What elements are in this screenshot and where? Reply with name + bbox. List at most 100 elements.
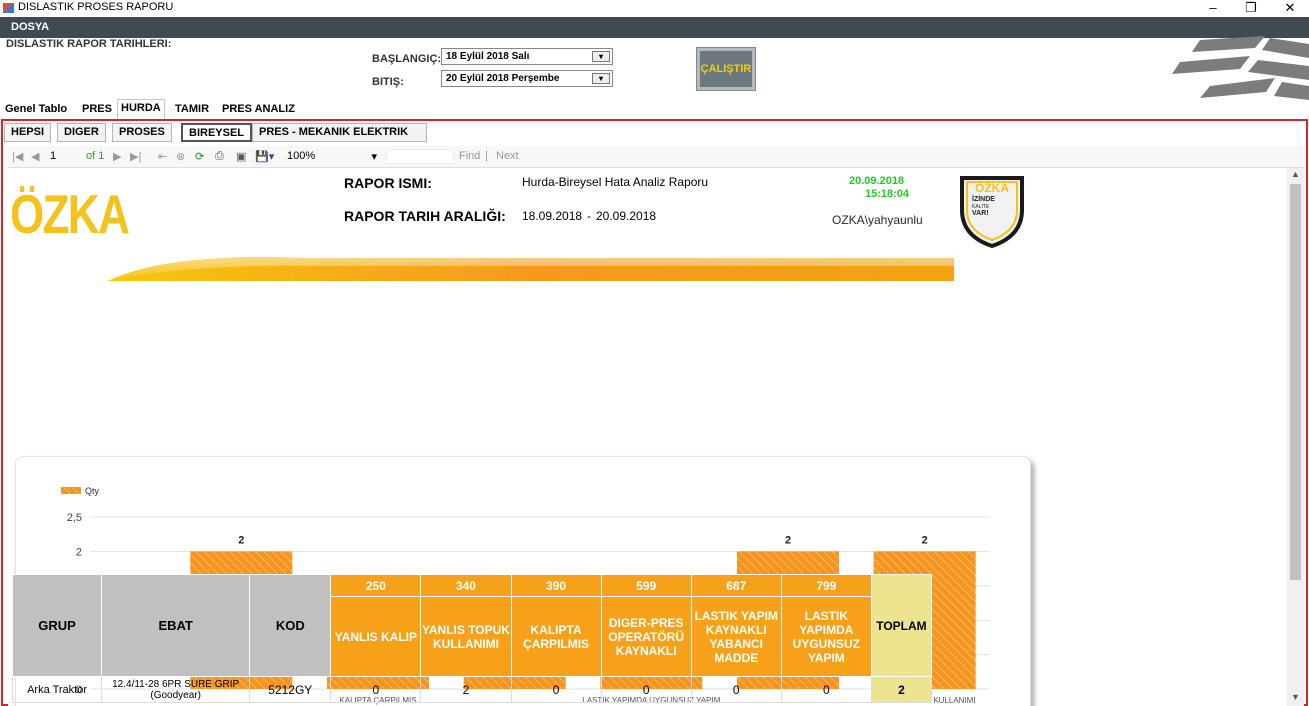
cell-kod: 5212GY xyxy=(249,676,332,703)
back-icon[interactable]: ⇤ xyxy=(158,151,168,163)
export-icon[interactable]: 💾▾ xyxy=(255,151,275,163)
tab-bireysel[interactable]: BIREYSEL xyxy=(181,123,253,142)
data-label: 2 xyxy=(922,534,928,546)
cell-value: 0 xyxy=(690,676,782,703)
zoom-select[interactable]: 100% ▾ xyxy=(287,150,379,163)
find-link[interactable]: Find xyxy=(459,150,481,162)
calendar-dropdown-icon[interactable]: ▾ xyxy=(592,73,610,84)
report-content: ÖZKA RAPOR ISMI: Hurda-Bireysel Hata Ana… xyxy=(8,168,1287,706)
refresh-icon[interactable]: ⟳ xyxy=(195,151,205,163)
ozka-quality-badge: ÖZKA İZİNDE KALİTE VAR! xyxy=(958,172,1026,248)
page-count: of 1 xyxy=(86,150,105,162)
tire-tread-graphic xyxy=(1172,36,1309,100)
header-code: 687 xyxy=(690,574,782,597)
app-icon xyxy=(3,3,14,13)
run-button-label: ÇALIŞTIR xyxy=(700,51,752,87)
header-code: 390 xyxy=(510,574,602,597)
y-tick-label: 2 xyxy=(76,546,82,558)
tab-pres-analiz[interactable]: PRES ANALIZ xyxy=(222,103,295,115)
start-date-picker[interactable]: 18 Eylül 2018 Salı ▾ xyxy=(441,48,613,65)
cell-value: 0 xyxy=(330,676,422,703)
toolbar-separator: | xyxy=(485,150,488,162)
end-date-label: BITIŞ: xyxy=(372,76,404,88)
legend-swatch xyxy=(61,487,81,494)
header-defect: KALIPTA ÇARPILMIS xyxy=(510,596,602,677)
y-tick-label: 2,5 xyxy=(67,512,82,524)
tab-diger[interactable]: DIGER xyxy=(57,123,106,142)
first-page-icon[interactable]: |◀ xyxy=(12,151,24,163)
badge-text-kalite: KALİTE xyxy=(972,204,990,210)
data-label: 2 xyxy=(785,534,791,546)
header-grup: GRUP xyxy=(11,574,103,677)
report-range-to: 20.09.2018 xyxy=(596,209,657,223)
cell-value: 0 xyxy=(600,676,692,703)
next-link[interactable]: Next xyxy=(496,150,519,162)
last-page-icon[interactable]: ▶| xyxy=(130,151,142,163)
header-defect: DIGER-PRES OPERATÖRÜ KAYNAKLI xyxy=(600,596,692,677)
defect-table: GRUP EBAT KOD 250 340 390 599 687 799 TO… xyxy=(11,574,933,703)
header-code: 799 xyxy=(780,574,872,597)
report-name-label: RAPOR ISMI: xyxy=(344,175,432,191)
scroll-up-icon[interactable]: ▲ xyxy=(1291,169,1300,179)
cell-grup: Arka Traktor xyxy=(11,676,103,703)
header-code: 250 xyxy=(330,574,422,597)
tab-pres[interactable]: PRES xyxy=(82,103,112,115)
badge-title: ÖZKA xyxy=(975,181,1009,195)
cell-value: 0 xyxy=(510,676,602,703)
header-ebat: EBAT xyxy=(101,574,251,677)
report-name-value: Hurda-Bireysel Hata Analiz Raporu xyxy=(522,175,709,189)
run-button[interactable]: ÇALIŞTIR xyxy=(696,47,756,91)
menu-bar: DOSYA xyxy=(0,17,1309,38)
tab-proses[interactable]: PROSES xyxy=(112,123,172,142)
badge-text-var: VAR! xyxy=(972,210,989,217)
window-title: DISLASTIK PROSES RAPORU xyxy=(18,1,174,13)
scrollbar-thumb[interactable] xyxy=(1290,184,1301,580)
end-date-picker[interactable]: 20 Eylül 2018 Perşembe ▾ xyxy=(441,70,613,87)
cell-value: 2 xyxy=(420,676,512,703)
cell-value: 0 xyxy=(780,676,872,703)
header-defect: YANLIS KALIP xyxy=(330,596,422,677)
find-input[interactable] xyxy=(386,149,454,164)
stop-icon[interactable]: ⊗ xyxy=(176,151,186,163)
tab-tamir[interactable]: TAMIR xyxy=(175,103,210,115)
tab-hepsi[interactable]: HEPSI xyxy=(4,123,52,142)
header-code: 599 xyxy=(600,574,692,597)
header-defect: YANLIS TOPUK KULLANIMI xyxy=(420,596,512,677)
report-user: OZKA\yahyaunlu xyxy=(832,213,923,227)
tab-hurda[interactable]: HURDA xyxy=(117,99,165,119)
report-time: 15:18:04 xyxy=(865,188,910,200)
restore-button[interactable]: ❐ xyxy=(1245,0,1257,15)
legend-label: Qty xyxy=(85,486,100,496)
menu-file[interactable]: DOSYA xyxy=(11,21,50,33)
report-viewer-toolbar xyxy=(8,146,1304,168)
print-icon[interactable]: ⎙ xyxy=(215,150,224,162)
chevron-down-icon: ▾ xyxy=(371,151,377,163)
zoom-value: 100% xyxy=(287,150,316,162)
close-button[interactable]: ✕ xyxy=(1284,0,1296,15)
vertical-scrollbar[interactable]: ▲ ▼ xyxy=(1287,168,1304,706)
window-title-bar: DISLASTIK PROSES RAPORU – ❐ ✕ xyxy=(0,0,1309,17)
header-defect: LASTIK YAPIM KAYNAKLI YABANCI MADDE xyxy=(690,596,782,677)
calendar-dropdown-icon[interactable]: ▾ xyxy=(592,51,610,62)
tab-genel-tablo[interactable]: Genel Tablo xyxy=(5,103,68,115)
scroll-down-icon[interactable]: ▼ xyxy=(1291,692,1300,702)
report-range-from: 18.09.2018 xyxy=(522,209,583,223)
report-date: 20.09.2018 xyxy=(849,175,905,187)
badge-text-izinde: İZİNDE xyxy=(972,196,995,203)
tab-pres-mekanik-elektrik[interactable]: PRES - MEKANIK ELEKTRIK xyxy=(252,123,427,142)
table-row: Arka Traktor 12.4/11-28 6PR SURE GRIP (G… xyxy=(11,676,933,703)
data-label: 2 xyxy=(238,534,244,546)
start-date-value: 18 Eylül 2018 Salı xyxy=(446,51,530,62)
page-number-input[interactable]: 1 xyxy=(50,150,57,162)
orange-banner xyxy=(108,256,954,281)
minimize-button[interactable]: – xyxy=(1209,0,1217,15)
report-range-separator: - xyxy=(587,209,591,223)
print-layout-icon[interactable]: ▣ xyxy=(236,151,247,163)
report-range-label: RAPOR TARIH ARALIĞI: xyxy=(344,208,506,224)
date-section-label: DISLASTIK RAPOR TARIHLERI: xyxy=(6,38,172,50)
cell-ebat: 12.4/11-28 6PR SURE GRIP (Goodyear) xyxy=(101,676,251,703)
end-date-value: 20 Eylül 2018 Perşembe xyxy=(446,73,560,84)
header-defect: LASTIK YAPIMDA UYGUNSUZ YAPIM xyxy=(780,596,872,677)
next-page-icon[interactable]: ▶ xyxy=(113,151,122,163)
prev-page-icon[interactable]: ◀ xyxy=(31,151,40,163)
